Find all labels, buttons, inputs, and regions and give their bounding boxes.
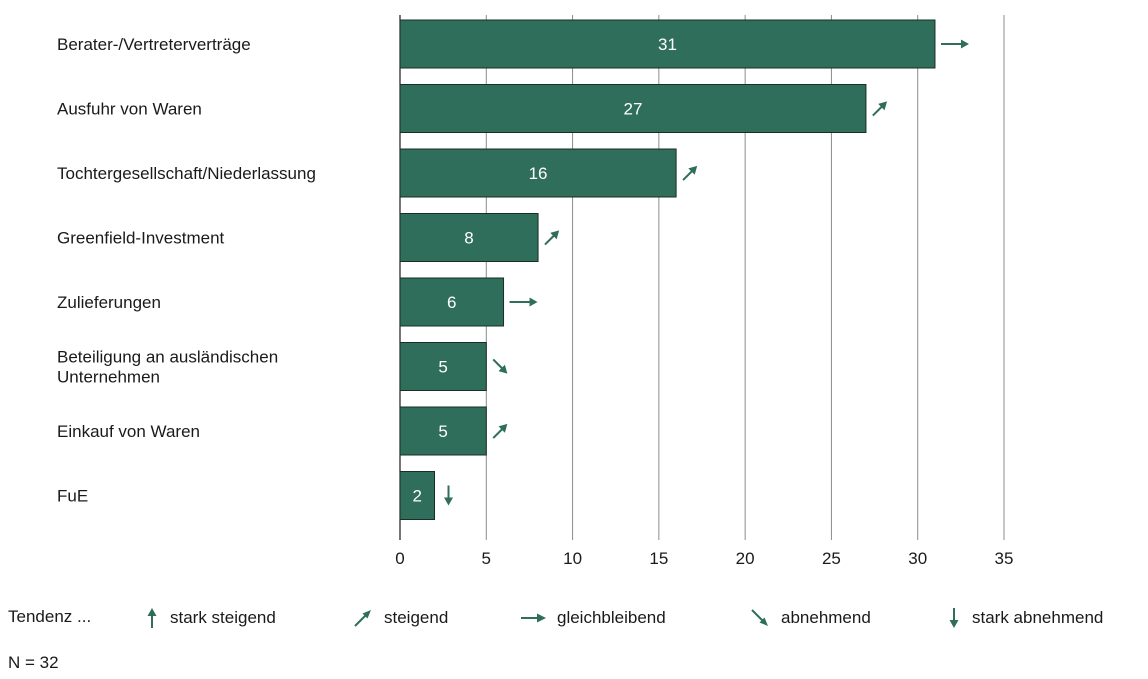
legend-label: stark steigend [170, 608, 276, 627]
legend-item-steigend: steigend [352, 607, 448, 629]
arrow-right-icon [521, 613, 546, 623]
arrow-down-icon [949, 608, 959, 628]
arrow-down-right-icon [751, 609, 768, 626]
sample-size-note: N = 32 [8, 653, 59, 672]
legend-item-stark-abnehmend: stark abnehmend [946, 607, 1103, 629]
x-tick-label: 0 [395, 549, 404, 568]
category-label: Tochtergesellschaft/Niederlassung [57, 164, 316, 183]
legend-label: stark abnehmend [972, 608, 1104, 627]
arrow-up-right-icon [354, 610, 371, 627]
bar-value-label: 5 [438, 422, 447, 441]
category-label: Zulieferungen [57, 293, 161, 312]
bar [399, 277, 505, 327]
category-label: FuE [57, 487, 88, 506]
legend-label: abnehmend [781, 608, 871, 627]
bar [399, 342, 487, 391]
trend-arrow-head [529, 297, 538, 307]
bar-value-label: 27 [624, 100, 643, 119]
trend-arrow-head [688, 165, 698, 175]
trend-arrow-head [878, 101, 888, 111]
legend-item-abnehmend: abnehmend [749, 607, 871, 629]
category-label: Greenfield-Investment [57, 229, 225, 248]
category-label: Einkauf von Waren [57, 422, 200, 441]
x-tick-label: 35 [995, 549, 1014, 568]
trend-arrow-shaft [682, 170, 693, 181]
legend-item-stark-steigend: stark steigend [144, 607, 276, 629]
bar [399, 148, 677, 198]
bar [399, 471, 436, 520]
bar-value-label: 8 [464, 229, 473, 248]
legend-item-gleichbleibend: gleichbleibend [519, 607, 666, 629]
arrow-up-icon [147, 608, 157, 628]
x-tick-label: 15 [649, 549, 668, 568]
bar-value-label: 16 [529, 164, 548, 183]
legend-label: steigend [384, 608, 449, 627]
x-tick-label: 30 [908, 549, 927, 568]
category-label: Ausfuhr von Waren [57, 100, 202, 119]
bar-value-label: 2 [413, 487, 422, 506]
trend-arrow-head [498, 423, 508, 433]
x-tick-label: 5 [482, 549, 491, 568]
legend: Tendenz ... stark steigend steigend glei… [8, 607, 1148, 633]
trend-arrow-shaft [872, 105, 883, 117]
trend-arrow-shaft [544, 234, 555, 246]
bar-value-label: 5 [438, 358, 447, 377]
bar [399, 406, 487, 456]
category-label: Beteiligung an ausländischen Unternehmen [57, 348, 278, 387]
trend-arrow-head [550, 230, 560, 240]
trend-arrow-shaft [492, 428, 504, 439]
legend-title: Tendenz ... [8, 607, 92, 626]
legend-label: gleichbleibend [557, 608, 666, 627]
category-label: Berater-/Vertreterverträge [57, 35, 251, 54]
trend-arrow-head [498, 364, 508, 374]
bar [399, 84, 867, 133]
bar-value-label: 6 [447, 293, 456, 312]
bar-value-label: 31 [658, 35, 677, 54]
x-tick-label: 10 [563, 549, 582, 568]
x-tick-label: 20 [736, 549, 755, 568]
bar-chart: 0 5 10 15 20 25 30 3531Berater-/Vertreterverträ… [57, 15, 1014, 568]
trend-arrow-head [444, 497, 454, 506]
bar [399, 213, 539, 262]
bar [399, 19, 936, 69]
trend-arrow-head [960, 39, 969, 49]
x-tick-label: 25 [822, 549, 841, 568]
trend-arrow-shaft [492, 358, 504, 370]
